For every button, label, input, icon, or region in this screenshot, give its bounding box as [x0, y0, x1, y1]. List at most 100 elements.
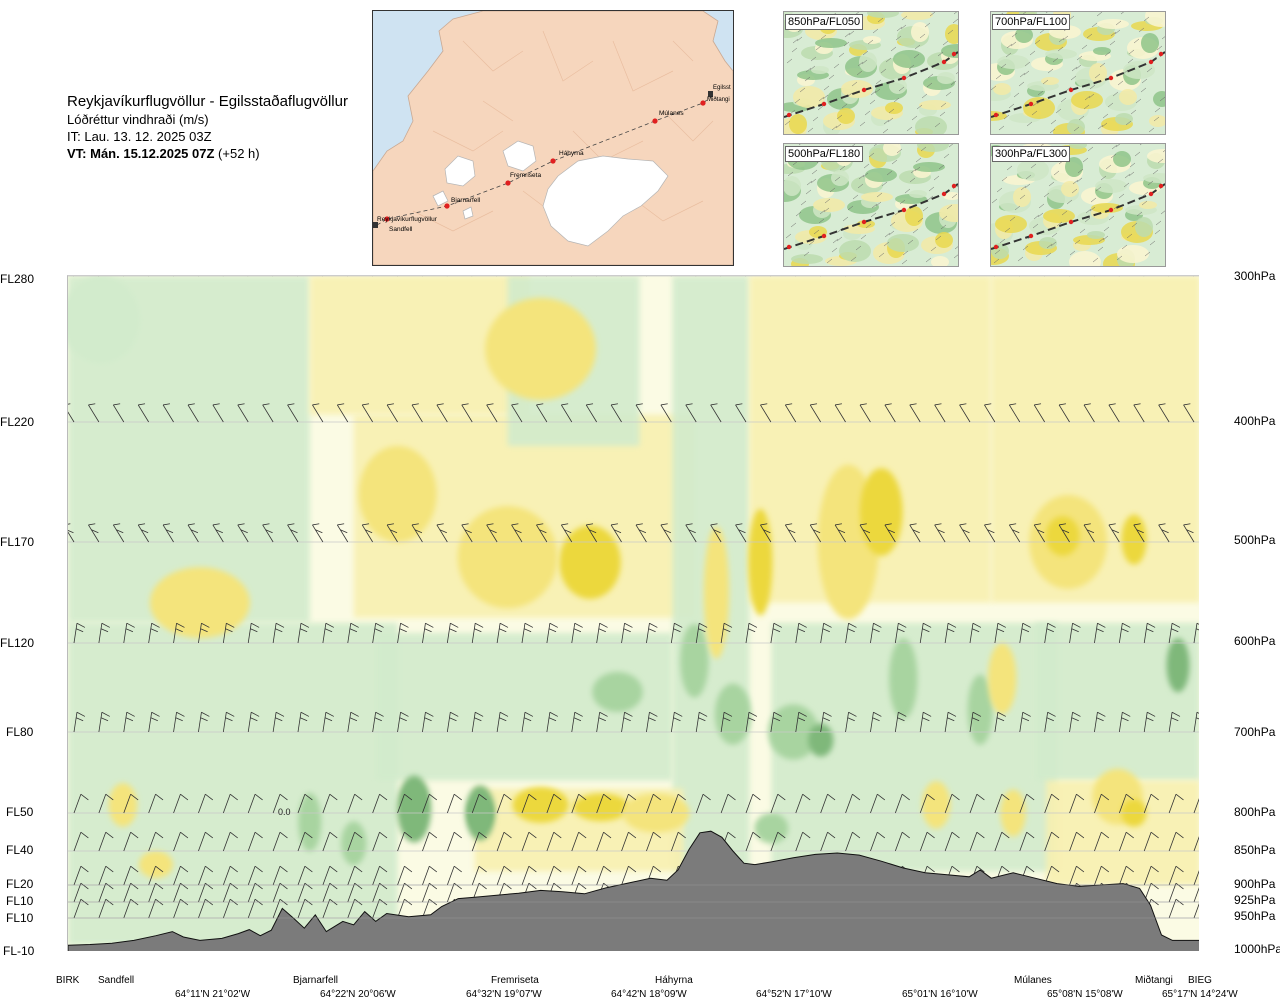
wind-barb-feather	[287, 403, 295, 406]
mini-wind-barb	[900, 24, 907, 30]
wind-barb	[247, 711, 260, 733]
mini-wind-barb	[1101, 122, 1108, 128]
mini-wind-barb	[927, 73, 934, 79]
wind-barb	[187, 523, 199, 543]
wind-barb-feather	[623, 628, 631, 633]
wind-barb	[272, 711, 285, 733]
wind-barb-shaft	[137, 404, 150, 423]
wind-barb-shaft	[198, 883, 206, 903]
wind-barb-feather	[835, 523, 842, 526]
wind-barb-shaft	[1094, 712, 1098, 733]
wind-barb	[496, 831, 512, 852]
mini-wind-barb	[1149, 240, 1156, 246]
route-label-egilsst: Egilsst	[713, 85, 731, 91]
wind-barb-feather	[635, 403, 643, 406]
mini-field-patch	[867, 12, 899, 18]
wind-barb	[969, 831, 985, 852]
wind-barb-feather	[389, 529, 398, 534]
mini-wind-barb	[939, 111, 946, 117]
wind-barb-shaft	[1008, 404, 1021, 423]
wind-barb-feather	[511, 403, 519, 406]
mini-wind-barb	[874, 88, 881, 94]
mini-wind-barb	[933, 175, 940, 181]
mini-field-patch	[813, 198, 845, 212]
wind-barb-feather	[1097, 622, 1106, 628]
mini-field-patch	[1145, 12, 1165, 27]
wind-barb-feather	[205, 882, 214, 890]
wind-barb-shaft	[471, 866, 480, 886]
wind-barb	[272, 793, 288, 814]
wind-barb	[272, 831, 288, 852]
mini-wind-barb	[1005, 52, 1012, 58]
mini-wind-barb	[929, 12, 936, 17]
wind-barb	[959, 403, 971, 423]
wind-barb-feather	[727, 793, 736, 801]
wind-barb-feather	[279, 793, 288, 801]
mini-wind-barb	[806, 180, 813, 186]
wind-barb-shaft	[710, 404, 722, 423]
wind-barb-feather	[387, 403, 394, 406]
mini-wind-barb	[883, 119, 890, 125]
wind-barb	[98, 711, 110, 733]
wind-barb-feather	[404, 793, 413, 801]
wind-barb	[446, 793, 462, 814]
wind-barb-shaft	[73, 794, 82, 814]
wind-barb-feather	[324, 717, 333, 722]
mini-wind-barb	[952, 18, 958, 24]
wind-barb	[944, 711, 957, 733]
mini-wind-barb	[808, 240, 815, 246]
wind-barb-shaft	[621, 712, 625, 733]
mini-wind-barb	[927, 195, 934, 201]
mini-map-500: 500hPa/FL180	[783, 143, 959, 267]
wind-barb-shaft	[621, 866, 629, 886]
mini-field-patch	[1147, 149, 1165, 163]
mini-wind-barb	[1040, 144, 1044, 147]
wind-barb-feather	[613, 529, 622, 534]
wind-barb-feather	[835, 403, 842, 406]
wind-barb-feather	[215, 529, 223, 534]
wind-barb-feather	[599, 622, 608, 628]
wind-barb	[695, 793, 711, 814]
mini-wind-barb	[790, 222, 797, 228]
mini-map-300-label: 300hPa/FL300	[992, 146, 1071, 162]
wind-barb-shaft	[272, 866, 281, 886]
mini-wind-barb	[940, 224, 947, 230]
wind-barb-feather	[996, 717, 1005, 722]
wind-barb	[546, 622, 558, 644]
wind-barb-feather	[251, 622, 260, 628]
y-tick-900hpa: 900hPa	[1234, 877, 1276, 891]
wind-barb-shaft	[1069, 832, 1077, 852]
wind-barb	[894, 831, 910, 852]
wind-barb-feather	[971, 717, 980, 722]
wind-barb-feather	[812, 529, 821, 534]
wind-barb	[670, 622, 683, 644]
wind-barb-feather	[1136, 529, 1144, 534]
route-label-fremriseta: Fremriseta	[510, 172, 541, 179]
wind-barb	[571, 831, 587, 852]
mini-field-patch	[885, 102, 903, 114]
mini-wind-barb	[835, 123, 842, 129]
wind-barb-feather	[674, 622, 683, 628]
wind-barb	[312, 523, 324, 543]
wind-barb	[1168, 831, 1184, 852]
mini-wind-barb	[909, 177, 916, 183]
wind-barb	[670, 793, 686, 814]
mini-field-patch	[1149, 115, 1165, 127]
wind-barb	[1158, 403, 1170, 423]
mini-field-patch	[1013, 187, 1031, 207]
mini-wind-barb	[1138, 27, 1145, 33]
wind-barb-shaft	[198, 866, 206, 886]
mini-wind-barb	[906, 126, 913, 132]
wind-barb-feather	[155, 793, 164, 801]
wind-barb-feather	[404, 865, 413, 873]
mini-wind-barb	[1061, 210, 1068, 216]
wind-barb-shaft	[272, 832, 281, 852]
mini-field-patch	[857, 220, 875, 228]
mini-route-dot	[821, 233, 827, 239]
wind-barb-feather	[436, 403, 444, 406]
wind-barb-feather	[884, 523, 892, 526]
wind-barb	[347, 711, 359, 733]
wind-barb-feather	[603, 793, 612, 801]
wind-barb-feather	[337, 403, 345, 406]
wind-barb-feather	[564, 529, 572, 534]
